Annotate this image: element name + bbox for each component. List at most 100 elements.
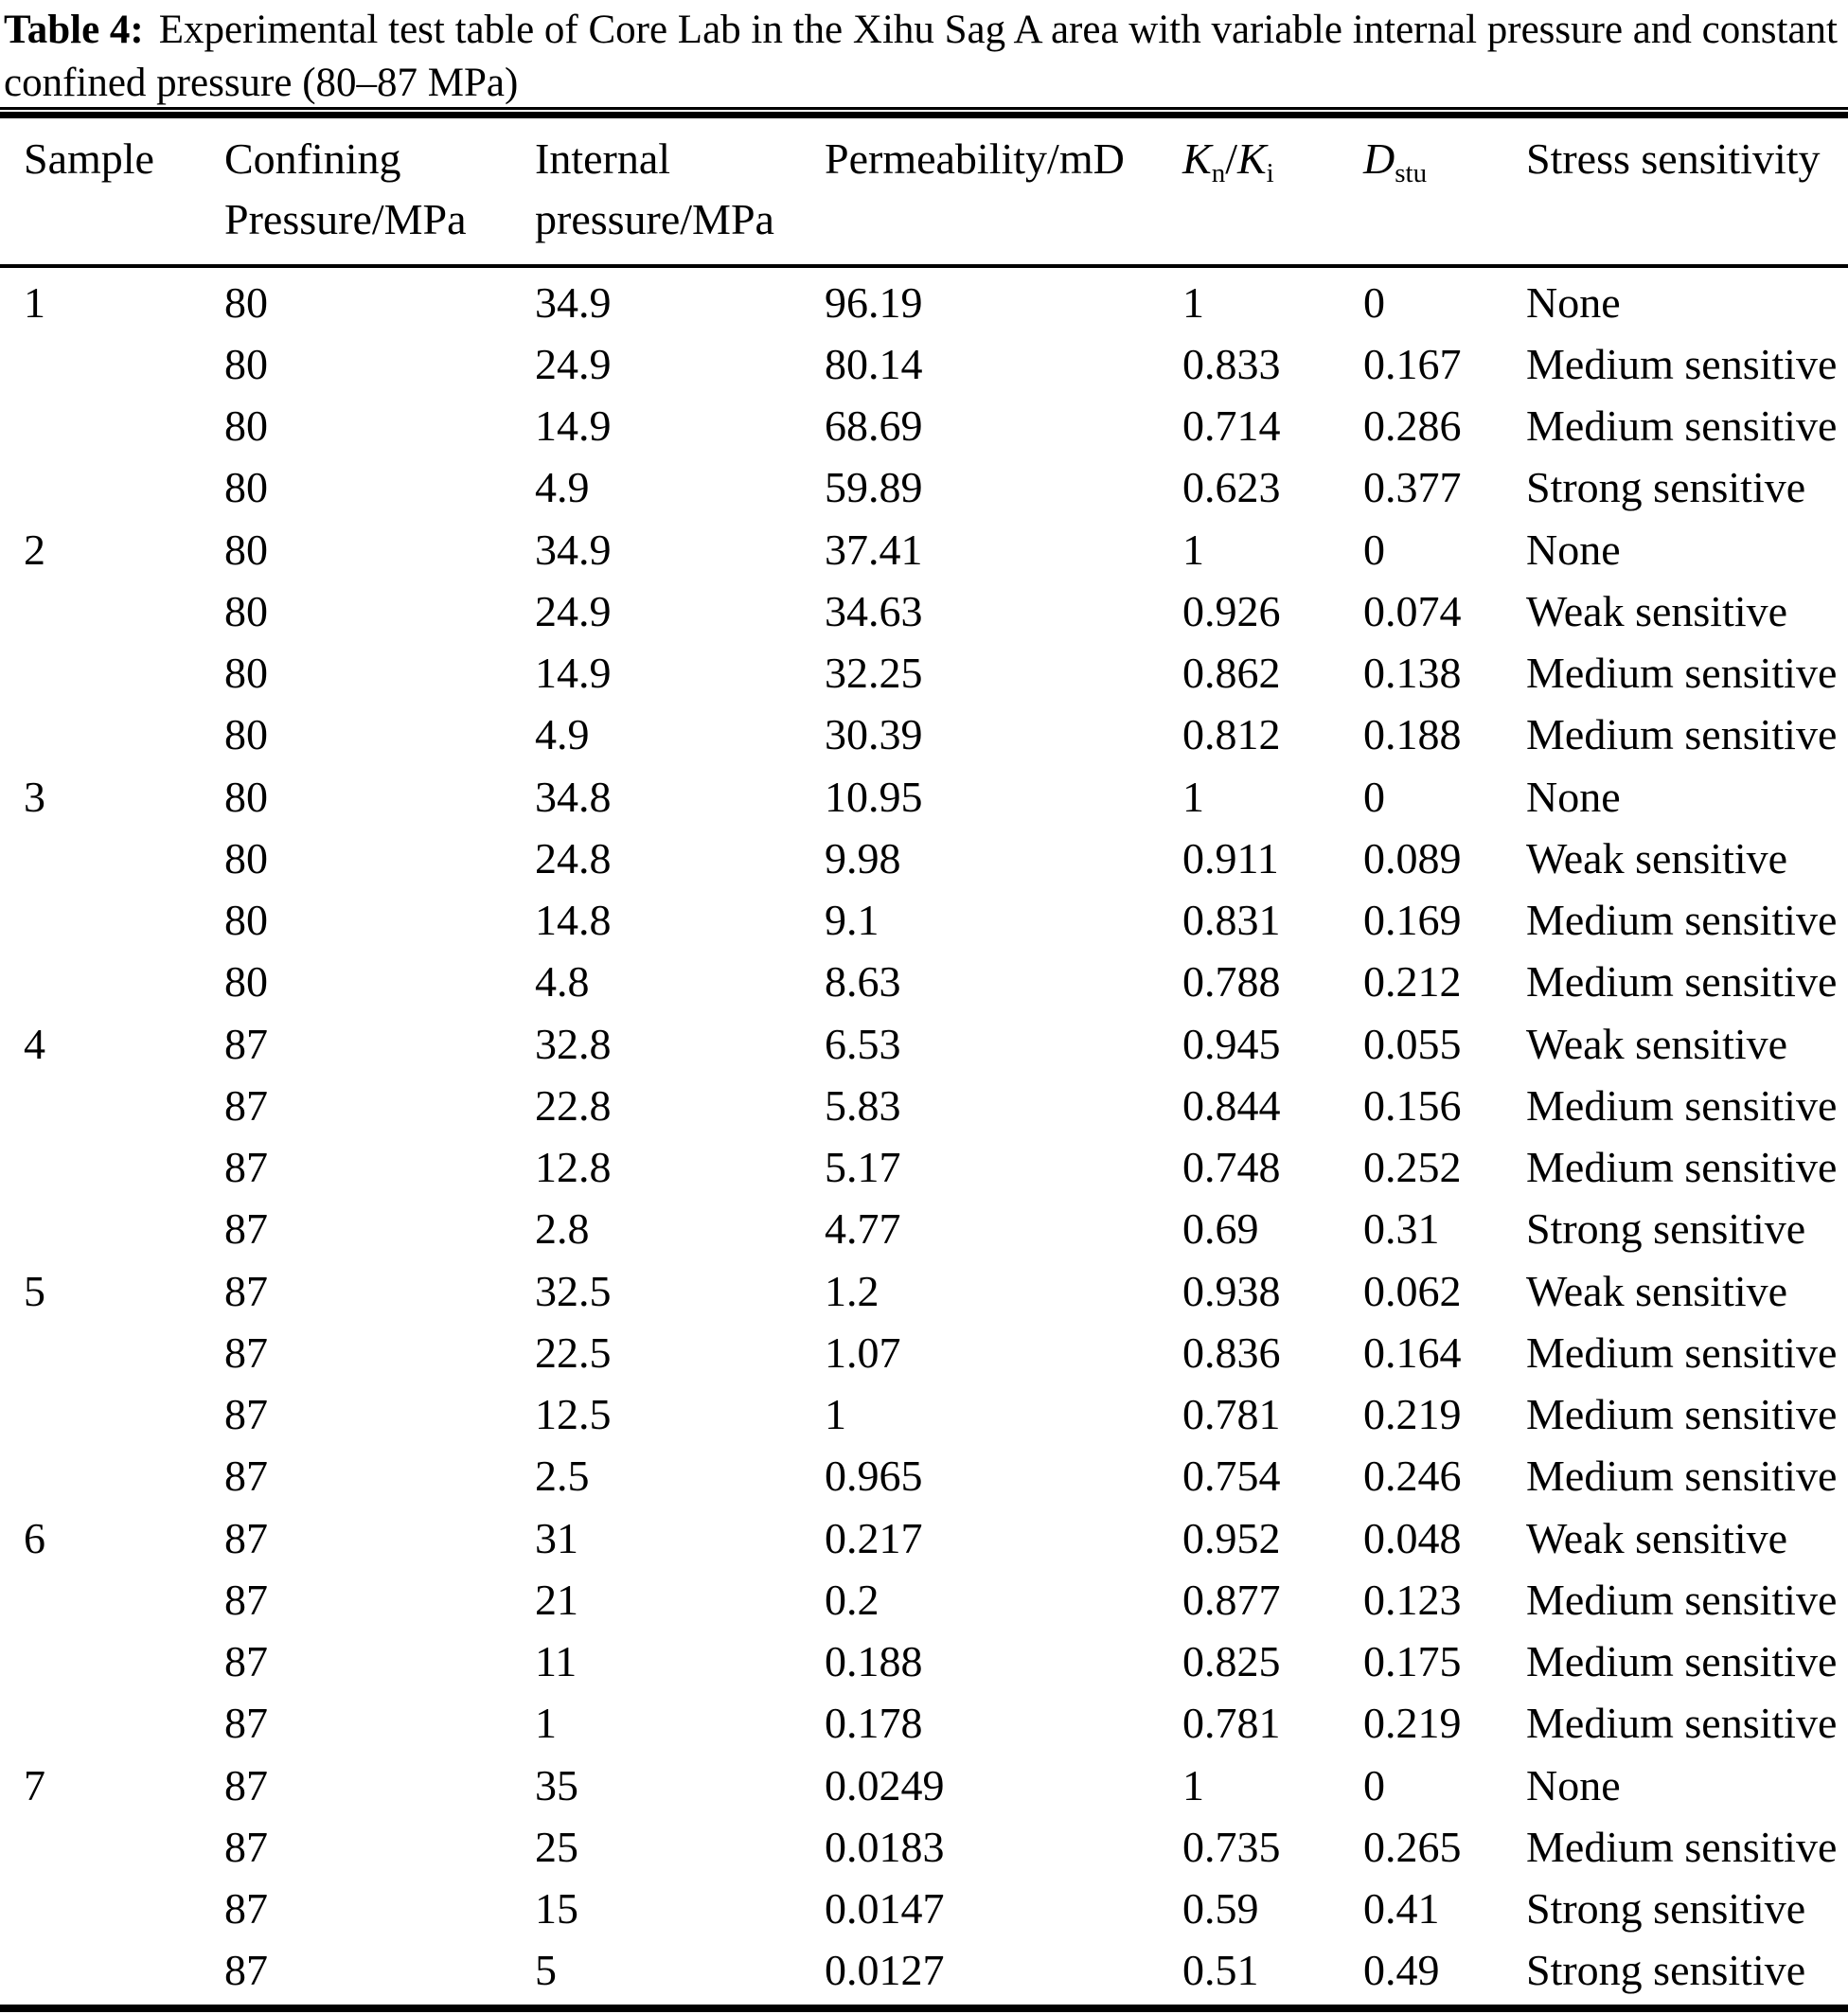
table-row: 87 15 0.0147 0.59 0.41 Strong sensitive — [0, 1879, 1848, 1940]
table-cell: 0.167 — [1363, 339, 1462, 388]
table-row: 80 4.8 8.63 0.788 0.212 Medium sensitive — [0, 952, 1848, 1013]
header-confining-pressure: Confining Pressure/MPa — [224, 129, 535, 250]
table-cell: 0.41 — [1363, 1884, 1440, 1934]
table-cell: 34.9 — [535, 525, 612, 574]
table-cell: 87 — [224, 1452, 268, 1501]
table-cell: 87 — [224, 1637, 268, 1686]
table-cell: 0.164 — [1363, 1328, 1462, 1377]
table-cell: 0.938 — [1182, 1266, 1281, 1315]
table-cell: 80 — [224, 896, 268, 945]
header-dstu: Dstu — [1363, 129, 1526, 250]
table-toprule-thin — [0, 107, 1848, 110]
kn-subscript: n — [1211, 158, 1226, 188]
table-row: 87 12.8 5.17 0.748 0.252 Medium sensitive — [0, 1137, 1848, 1199]
table-cell: 80 — [224, 339, 268, 388]
table-cell: Medium sensitive — [1526, 1637, 1838, 1686]
table-row: 87 5 0.0127 0.51 0.49 Strong sensitive — [0, 1940, 1848, 2002]
table-cell: 87 — [224, 1513, 268, 1562]
table-cell: 0 — [1363, 277, 1385, 327]
table-cell: 0.825 — [1182, 1637, 1281, 1686]
table-cell: 24.9 — [535, 586, 612, 635]
header-permeability-label: Permeability/mD — [825, 134, 1125, 183]
table-cell: 0.714 — [1182, 401, 1281, 451]
table-toprule-thick — [0, 112, 1848, 118]
kn-symbol: K — [1182, 134, 1212, 183]
table-cell: 80 — [224, 957, 268, 1007]
table-cell: 0.188 — [825, 1637, 923, 1686]
table-cell: 80 — [224, 586, 268, 635]
table-cell: 0.945 — [1182, 1019, 1281, 1068]
header-internal-pressure: Internal pressure/MPa — [535, 129, 825, 250]
table-body: 1 80 34.9 96.19 1 0 None 80 24.9 80.14 0.833 0.167 M… — [0, 272, 1848, 2002]
table-cell: 34.8 — [535, 772, 612, 821]
table-cell: 0.748 — [1182, 1143, 1281, 1192]
table-cell: None — [1526, 525, 1621, 574]
table-cell: 0.812 — [1182, 710, 1281, 759]
table-cell: 34.9 — [535, 277, 612, 327]
table-cell: 80 — [224, 401, 268, 451]
table-row: 80 14.9 32.25 0.862 0.138 Medium sensitive — [0, 643, 1848, 704]
table-row: 1 80 34.9 96.19 1 0 None — [0, 272, 1848, 333]
table-cell: 0.877 — [1182, 1575, 1281, 1624]
table-cell: 0 — [1363, 525, 1385, 574]
table-row: 80 4.9 30.39 0.812 0.188 Medium sensitive — [0, 704, 1848, 766]
table-cell: 0.623 — [1182, 463, 1281, 512]
table-cell: Medium sensitive — [1526, 339, 1838, 388]
table-row: 80 24.9 34.63 0.926 0.074 Weak sensitive — [0, 580, 1848, 642]
table-cell: Medium sensitive — [1526, 1328, 1838, 1377]
table-cell: 6 — [24, 1513, 45, 1562]
header-kn-ki: Kn/Ki — [1182, 129, 1363, 250]
table-cell: 5.17 — [825, 1143, 901, 1192]
table-cell: 0.788 — [1182, 957, 1281, 1007]
header-stress-sensitivity: Stress sensitivity — [1526, 129, 1848, 250]
table-cell: 87 — [224, 1884, 268, 1934]
table-cell: 80 — [224, 463, 268, 512]
table-cell: 0.69 — [1182, 1204, 1259, 1254]
table-cell: 59.89 — [825, 463, 923, 512]
table-cell: 0.59 — [1182, 1884, 1259, 1934]
table-cell: 1 — [24, 277, 45, 327]
table-cell: 0.175 — [1363, 1637, 1462, 1686]
table-cell: 4.9 — [535, 463, 590, 512]
table-cell: 12.5 — [535, 1390, 612, 1439]
table-cell: 11 — [535, 1637, 578, 1686]
table-cell: 4 — [24, 1019, 45, 1068]
table-cell: Strong sensitive — [1526, 463, 1806, 512]
table-cell: Medium sensitive — [1526, 1452, 1838, 1501]
table-cell: 9.1 — [825, 896, 880, 945]
table-cell: Medium sensitive — [1526, 1080, 1838, 1130]
ki-subscript: i — [1266, 158, 1274, 188]
table-cell: Weak sensitive — [1526, 833, 1788, 882]
table-cell: Strong sensitive — [1526, 1884, 1806, 1934]
table-cell: Weak sensitive — [1526, 1019, 1788, 1068]
header-sample-label: Sample — [24, 134, 154, 183]
table-cell: Medium sensitive — [1526, 1143, 1838, 1192]
table-cell: 0.246 — [1363, 1452, 1462, 1501]
table-cell: 5 — [535, 1946, 557, 1995]
table-cell: 0.781 — [1182, 1699, 1281, 1748]
table-cell: Medium sensitive — [1526, 1822, 1838, 1871]
table-cell: 12.8 — [535, 1143, 612, 1192]
table-cell: 0.178 — [825, 1699, 923, 1748]
header-dstu-label: Dstu — [1363, 129, 1526, 204]
header-confining-line1: Confining — [224, 134, 401, 183]
table-cell: 68.69 — [825, 401, 923, 451]
table-row: 87 1 0.178 0.781 0.219 Medium sensitive — [0, 1693, 1848, 1755]
table-cell: 24.9 — [535, 339, 612, 388]
table-cell: 9.98 — [825, 833, 901, 882]
table-cell: 80 — [224, 772, 268, 821]
table-row: 80 4.9 59.89 0.623 0.377 Strong sensitive — [0, 457, 1848, 519]
header-confining-line2: Pressure/MPa — [224, 195, 467, 243]
table-cell: 80 — [224, 710, 268, 759]
table-cell: 0.2 — [825, 1575, 880, 1624]
table-cell: 1.07 — [825, 1328, 901, 1377]
table-cell: 0.911 — [1182, 833, 1279, 882]
table-cell: 32.8 — [535, 1019, 612, 1068]
header-kn-ki-label: Kn/Ki — [1182, 129, 1363, 204]
table-cell: 1 — [1182, 1760, 1204, 1809]
table-cell: 80 — [224, 833, 268, 882]
table-cell: 21 — [535, 1575, 578, 1624]
table-row: 87 22.8 5.83 0.844 0.156 Medium sensitive — [0, 1075, 1848, 1136]
table-row: 87 25 0.0183 0.735 0.265 Medium sensitive — [0, 1816, 1848, 1878]
table-cell: 1.2 — [825, 1266, 880, 1315]
